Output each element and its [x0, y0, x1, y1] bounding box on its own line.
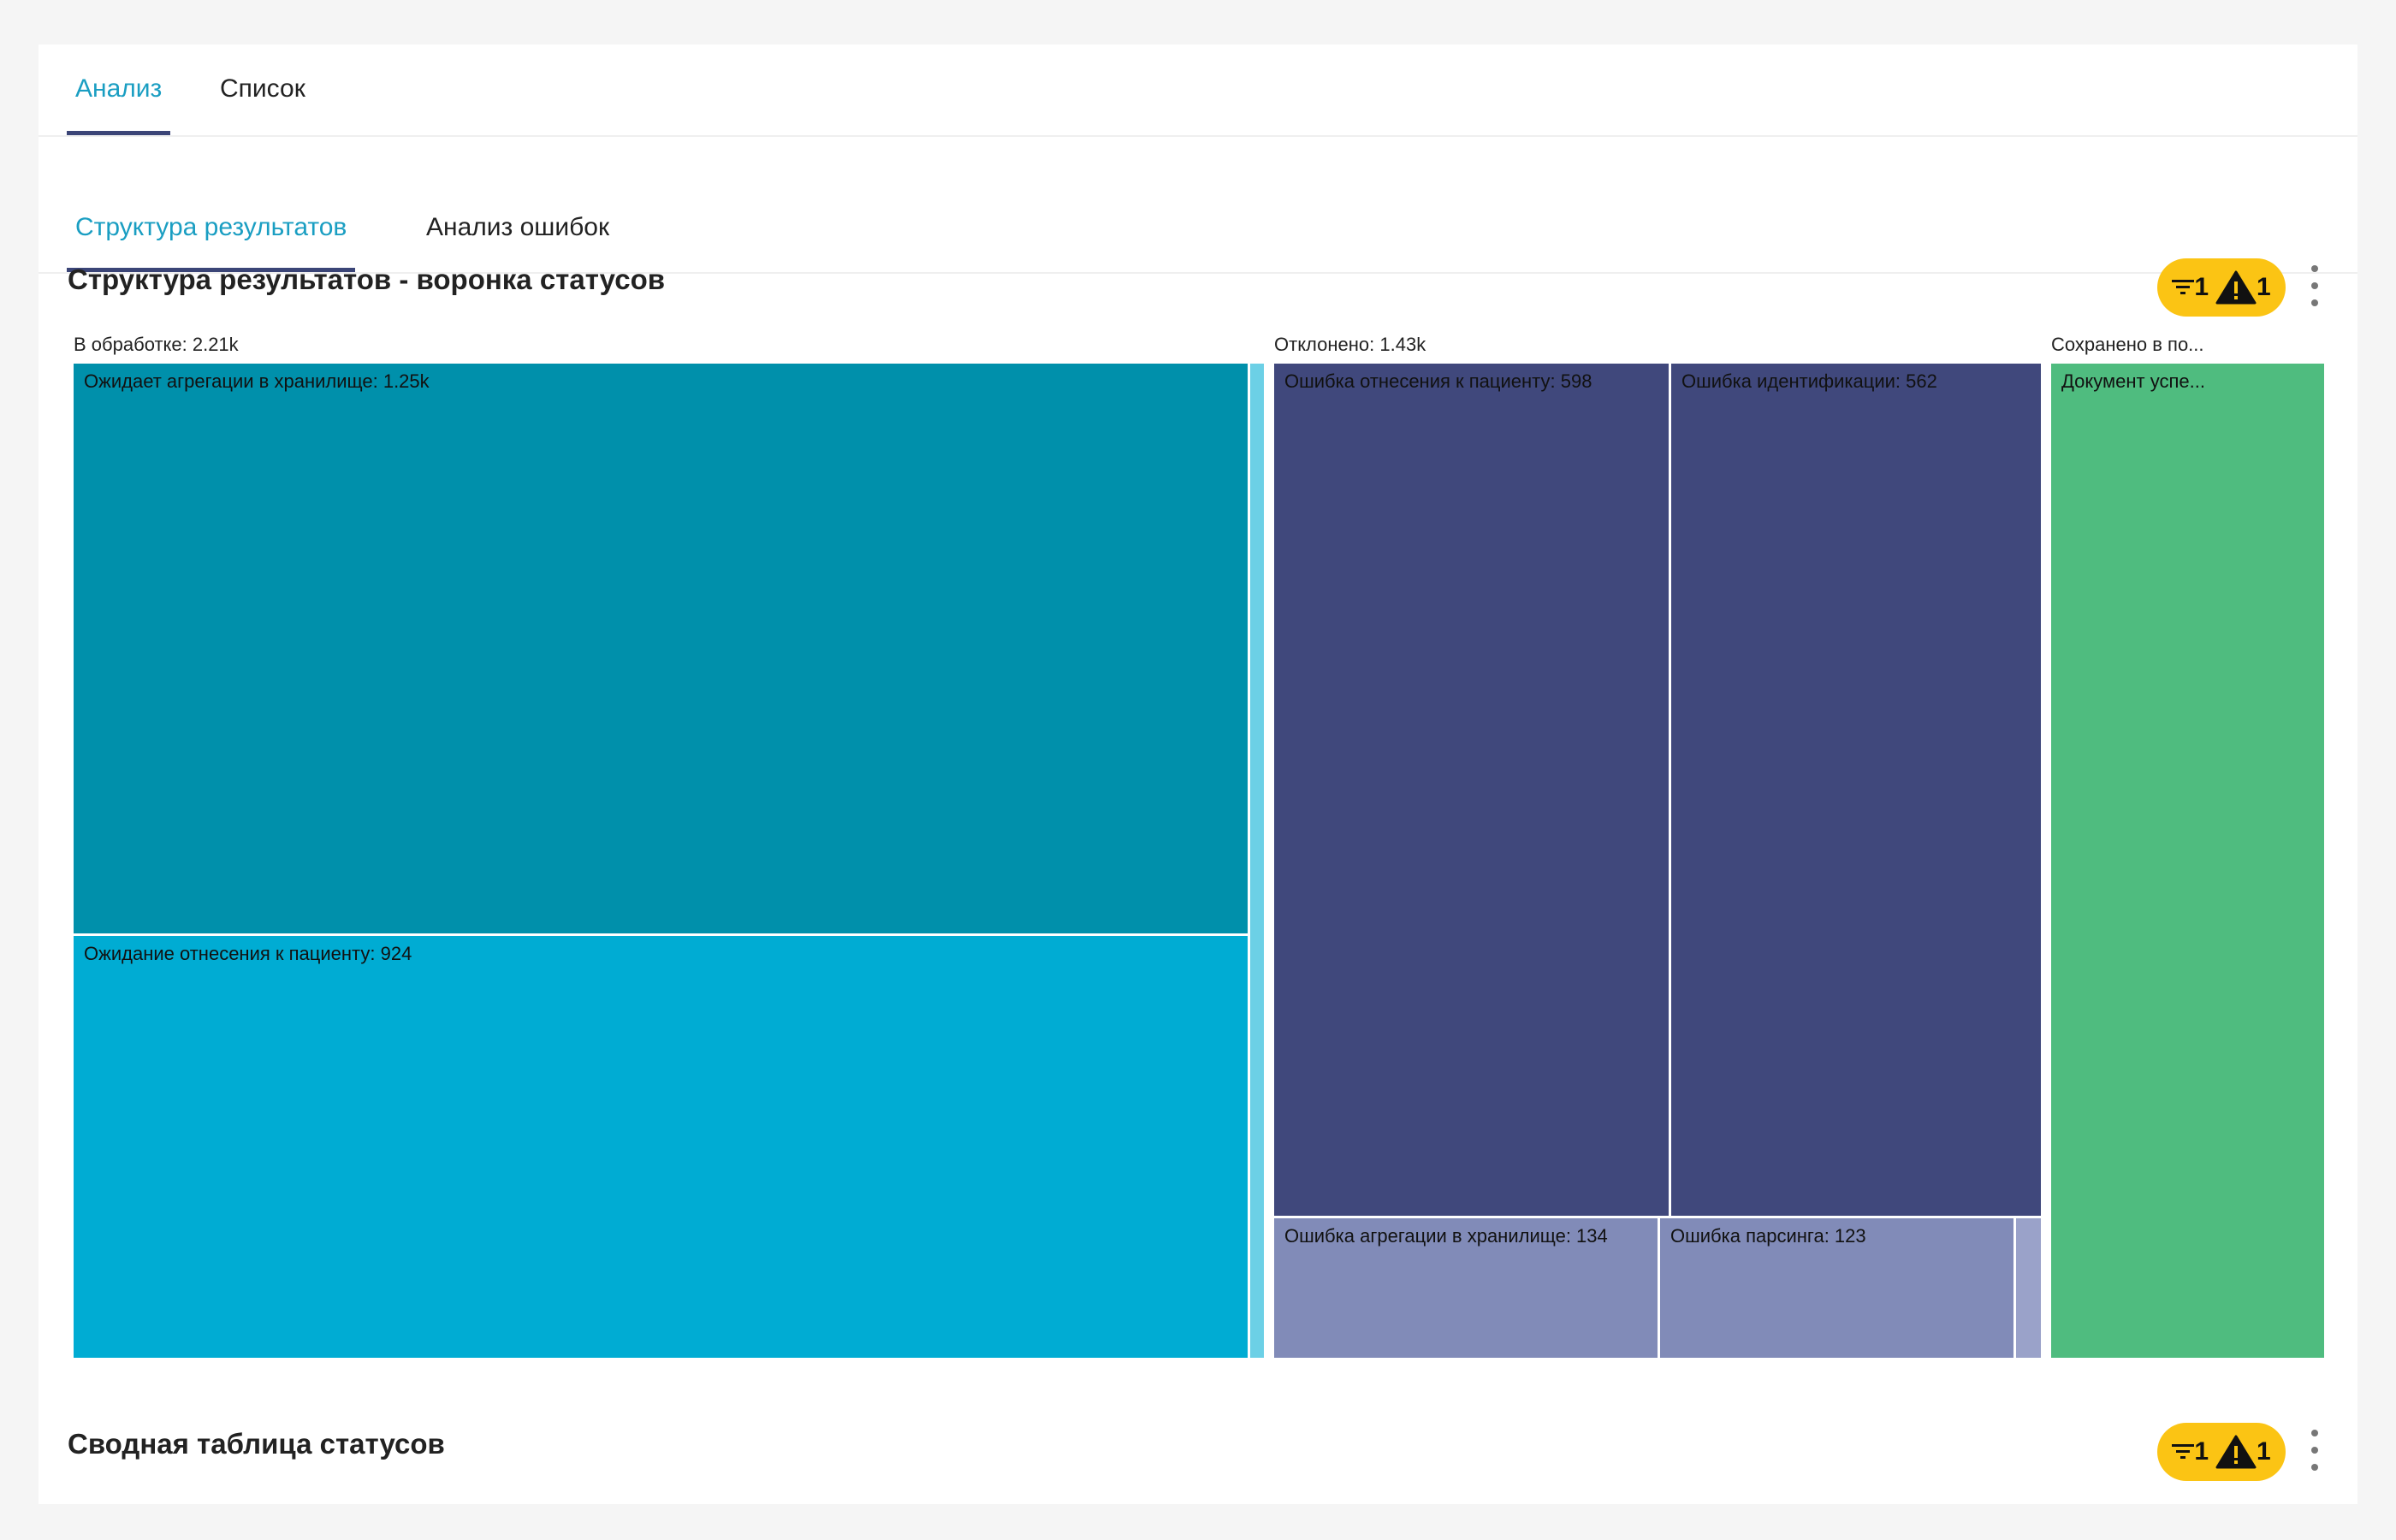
filter-indicator: 1 [2172, 273, 2209, 302]
treemap-cell[interactable]: Ошибка агрегации в хранилище: 134 [1274, 1218, 1658, 1358]
treemap-cell-label: Ошибка идентификации: 562 [1681, 370, 1937, 392]
treemap-cell-label: Ожидает агрегации в хранилище: 1.25k [84, 370, 430, 392]
filter-warning-badge[interactable]: 1 1 [2157, 258, 2286, 317]
tab-error-analysis[interactable]: Анализ ошибок [426, 213, 610, 241]
treemap-cell[interactable]: Ошибка парсинга: 123 [1660, 1218, 2013, 1358]
treemap-cell[interactable]: Ожидание отнесения к пациенту: 924 [74, 936, 1248, 1358]
treemap-group-label: В обработке: 2.21k [74, 334, 239, 355]
treemap-cell-label: Ошибка агрегации в хранилище: 134 [1284, 1225, 1608, 1247]
filter-icon [2172, 1444, 2195, 1459]
more-options-icon-2[interactable] [2306, 1430, 2323, 1471]
treemap-group-label: Сохранено в по... [2051, 334, 2204, 355]
filter-indicator: 1 [2172, 1437, 2209, 1466]
filter-warning-badge-2[interactable]: 1 1 [2157, 1423, 2286, 1481]
treemap-cell[interactable]: Ожидает агрегации в хранилище: 1.25k [74, 364, 1248, 933]
treemap-cell[interactable] [1250, 364, 1264, 1358]
main-tabs: Анализ Список [39, 44, 2357, 137]
treemap-cell-label: Ошибка парсинга: 123 [1670, 1225, 1866, 1247]
treemap-cell-label: Документ успе... [2061, 370, 2205, 392]
warning-icon [2215, 1435, 2257, 1469]
analysis-panel: Анализ Список Структура результатов Анал… [39, 44, 2357, 1504]
warning-count: 1 [2257, 1437, 2271, 1466]
treemap-cell-label: Ожидание отнесения к пациенту: 924 [84, 943, 412, 964]
warning-icon [2215, 270, 2257, 305]
treemap-cell[interactable]: Ошибка идентификации: 562 [1671, 364, 2041, 1216]
section-title-status-summary-table: Сводная таблица статусов [68, 1428, 445, 1460]
filter-count: 1 [2194, 1437, 2209, 1466]
treemap-group-label: Отклонено: 1.43k [1274, 334, 1426, 355]
warning-count: 1 [2257, 273, 2271, 301]
warning-indicator: 1 [2215, 270, 2271, 305]
treemap-cell[interactable] [2016, 1218, 2041, 1358]
more-options-icon[interactable] [2306, 265, 2323, 306]
filter-icon [2172, 280, 2195, 294]
filter-count: 1 [2194, 273, 2209, 301]
warning-indicator: 1 [2215, 1435, 2271, 1469]
sub-tabs: Структура результатов Анализ ошибок [39, 137, 2357, 274]
tab-list[interactable]: Список [220, 74, 305, 103]
treemap-cell[interactable]: Документ успе... [2051, 364, 2324, 1358]
tab-analysis[interactable]: Анализ [67, 70, 171, 135]
section-title-status-funnel: Структура результатов - воронка статусов [68, 264, 666, 295]
tab-results-structure[interactable]: Структура результатов [67, 209, 356, 272]
treemap-cell[interactable]: Ошибка отнесения к пациенту: 598 [1274, 364, 1669, 1216]
treemap-cell-label: Ошибка отнесения к пациенту: 598 [1284, 370, 1592, 392]
